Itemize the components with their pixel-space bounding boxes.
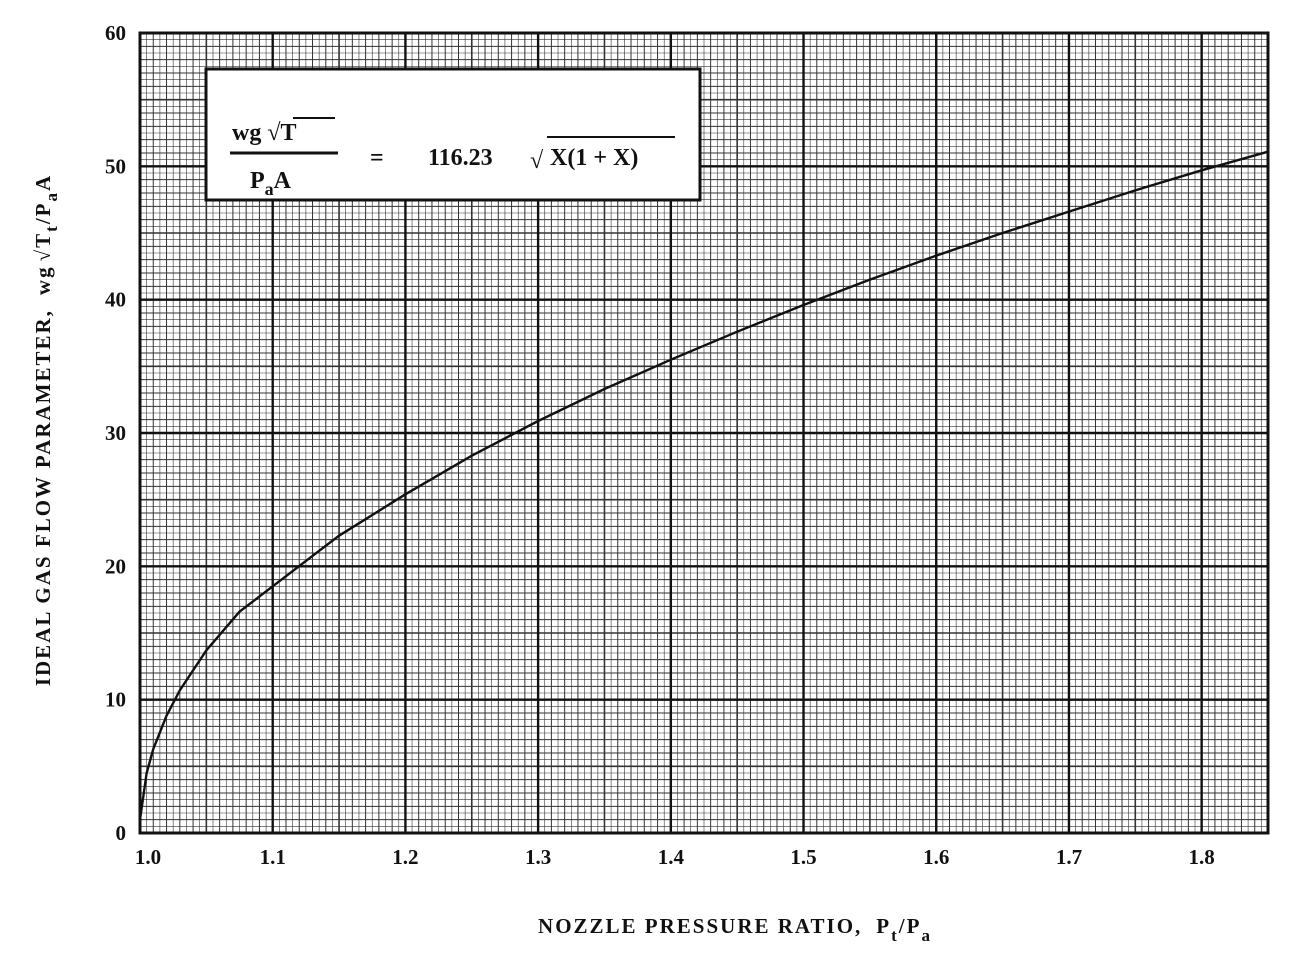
x-tick-label: 1.0 xyxy=(135,845,161,869)
y-label-root: √ xyxy=(31,248,55,262)
x-label-text: NOZZLE PRESSURE RATIO, xyxy=(538,914,862,938)
den-a: A xyxy=(274,168,292,194)
y-tick-label: 50 xyxy=(105,154,126,178)
x-tick-label: 1.1 xyxy=(260,845,286,869)
x-tick-label: 1.7 xyxy=(1056,845,1082,869)
annotation-radicand: X(1 + X) xyxy=(550,145,638,171)
x-label-sub: a xyxy=(921,926,932,945)
y-label-a: A xyxy=(31,174,55,191)
x-label-p: P xyxy=(876,914,891,938)
annotation-numerator: wg √T xyxy=(232,120,297,146)
annotation-equals: = xyxy=(370,145,384,171)
y-label-wg: wg xyxy=(31,265,55,295)
y-label-sub: a xyxy=(42,191,61,202)
den-sub: a xyxy=(265,179,274,199)
grid xyxy=(138,31,1270,835)
y-label-sub: t xyxy=(42,224,61,232)
annotation-root: √ xyxy=(530,148,544,174)
y-tick-label: 30 xyxy=(105,421,126,445)
y-label-text: IDEAL GAS FLOW PARAMETER, xyxy=(31,309,55,686)
y-tick-label: 0 xyxy=(116,821,127,845)
x-tick-label: 1.6 xyxy=(923,845,949,869)
x-tick-label: 1.5 xyxy=(790,845,816,869)
x-axis-label: NOZZLE PRESSURE RATIO, Pt/Pa xyxy=(538,914,932,945)
y-tick-label: 10 xyxy=(105,688,126,712)
den-p: P xyxy=(250,168,265,194)
annotation-coefficient: 116.23 xyxy=(428,145,493,171)
annotation-denominator: PaA xyxy=(250,168,292,199)
y-axis-label: IDEAL GAS FLOW PARAMETER, wg √Tt/PaA xyxy=(31,174,61,686)
curve xyxy=(138,150,1269,820)
x-tick-label: 1.2 xyxy=(392,845,418,869)
plot-border xyxy=(138,31,1270,835)
x-tick-label: 1.3 xyxy=(525,845,551,869)
x-tick-label: 1.4 xyxy=(658,845,685,869)
y-label-t: T xyxy=(31,232,55,248)
y-tick-label: 60 xyxy=(105,21,126,45)
annotation-box xyxy=(204,67,702,202)
y-tick-label: 20 xyxy=(105,554,126,578)
y-tick-label: 40 xyxy=(105,288,126,312)
x-label-sub: t xyxy=(891,926,899,945)
marks xyxy=(138,150,1269,820)
x-tick-label: 1.8 xyxy=(1189,845,1215,869)
x-label-slash: /P xyxy=(898,914,922,938)
y-label-slash: /P xyxy=(31,202,55,226)
